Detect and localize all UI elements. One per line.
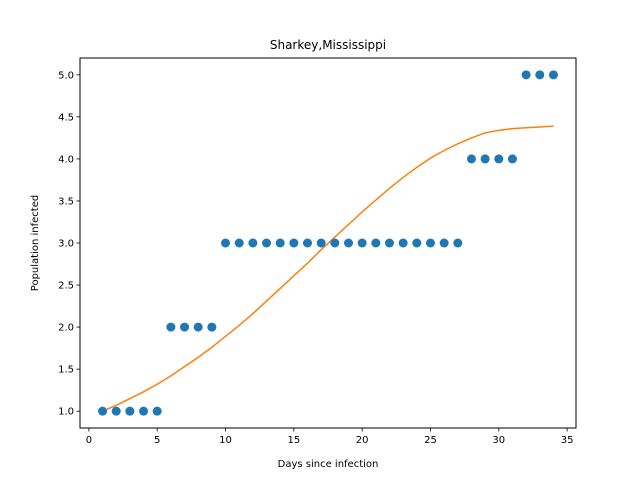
x-tick-label: 20: [356, 435, 369, 446]
x-axis: 0 5 10 15 20 25 30 35: [86, 428, 574, 446]
scatter-point: [439, 238, 449, 248]
x-tick-label: 35: [561, 435, 574, 446]
scatter-point: [343, 238, 353, 248]
x-tick-label: 25: [424, 435, 437, 446]
scatter-point: [289, 238, 299, 248]
scatter-point: [152, 406, 162, 416]
scatter-point: [98, 406, 108, 416]
scatter-point: [548, 70, 558, 80]
scatter-point: [193, 322, 203, 332]
scatter-point: [535, 70, 545, 80]
scatter-point: [262, 238, 272, 248]
x-tick-label: 30: [492, 435, 505, 446]
y-tick-label: 2.5: [58, 281, 74, 292]
scatter-point: [166, 322, 176, 332]
fitted-curve: [102, 125, 554, 412]
scatter-point: [425, 238, 435, 248]
scatter-point: [521, 70, 531, 80]
scatter-point: [275, 238, 285, 248]
y-tick-label: 1.5: [58, 365, 74, 376]
y-axis: 1.0 1.5 2.0 2.5 3.0 3.5 4.0 4.5 5.0: [58, 70, 80, 418]
chart-title: Sharkey,Mississippi: [270, 38, 386, 52]
y-tick-label: 5.0: [58, 70, 74, 81]
scatter-point: [180, 322, 190, 332]
scatter-point: [111, 406, 121, 416]
y-tick-label: 3.5: [58, 196, 74, 207]
y-tick-label: 3.0: [58, 239, 74, 250]
scatter-point: [330, 238, 340, 248]
x-tick-label: 10: [219, 435, 232, 446]
scatter-point: [453, 238, 463, 248]
x-tick-label: 0: [86, 435, 92, 446]
plot-series: [98, 70, 558, 416]
scatter-point: [480, 154, 490, 164]
scatter-point: [221, 238, 231, 248]
scatter-point: [125, 406, 135, 416]
scatter-point: [248, 238, 258, 248]
scatter-point: [207, 322, 217, 332]
scatter-point: [303, 238, 313, 248]
y-tick-label: 4.0: [58, 154, 74, 165]
x-axis-label: Days since infection: [278, 459, 379, 470]
scatter-point: [384, 238, 394, 248]
x-tick-label: 15: [287, 435, 300, 446]
scatter-point: [398, 238, 408, 248]
y-tick-label: 4.5: [58, 112, 74, 123]
scatter-point: [316, 238, 326, 248]
scatter-point: [371, 238, 381, 248]
y-tick-label: 2.0: [58, 323, 74, 334]
x-tick-label: 5: [154, 435, 160, 446]
y-tick-label: 1.0: [58, 407, 74, 418]
scatter-point: [466, 154, 476, 164]
scatter-point: [494, 154, 504, 164]
y-axis-label: Population infected: [30, 195, 41, 291]
scatter-point: [507, 154, 517, 164]
scatter-point: [139, 406, 149, 416]
scatter-point: [234, 238, 244, 248]
scatter-point: [412, 238, 422, 248]
scatter-point: [357, 238, 367, 248]
